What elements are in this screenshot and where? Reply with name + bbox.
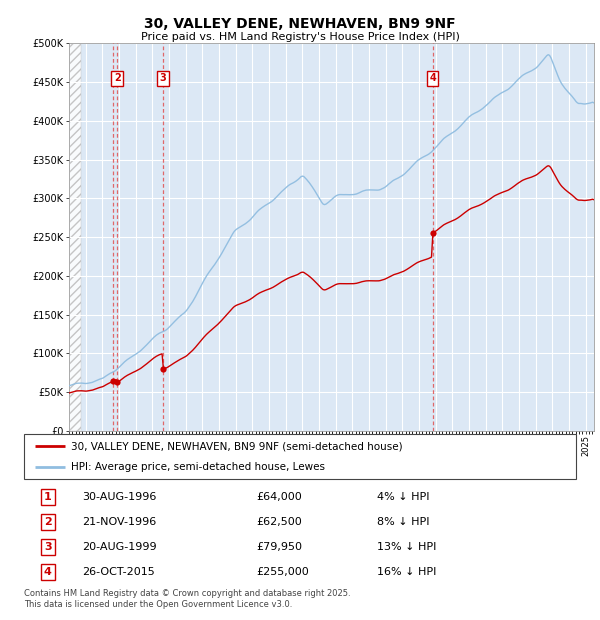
Text: £255,000: £255,000	[256, 567, 308, 577]
Text: 2: 2	[114, 73, 121, 83]
Text: 30, VALLEY DENE, NEWHAVEN, BN9 9NF (semi-detached house): 30, VALLEY DENE, NEWHAVEN, BN9 9NF (semi…	[71, 441, 403, 451]
Text: 30-AUG-1996: 30-AUG-1996	[82, 492, 157, 502]
Polygon shape	[69, 43, 80, 431]
Text: HPI: Average price, semi-detached house, Lewes: HPI: Average price, semi-detached house,…	[71, 461, 325, 472]
Text: £79,950: £79,950	[256, 542, 302, 552]
Text: Price paid vs. HM Land Registry's House Price Index (HPI): Price paid vs. HM Land Registry's House …	[140, 32, 460, 42]
Text: 20-AUG-1999: 20-AUG-1999	[82, 542, 157, 552]
Text: 3: 3	[160, 73, 166, 83]
Text: 4: 4	[44, 567, 52, 577]
Text: 8% ↓ HPI: 8% ↓ HPI	[377, 517, 430, 527]
Text: 21-NOV-1996: 21-NOV-1996	[82, 517, 156, 527]
Text: Contains HM Land Registry data © Crown copyright and database right 2025.: Contains HM Land Registry data © Crown c…	[24, 589, 350, 598]
Text: 3: 3	[44, 542, 52, 552]
Text: 13% ↓ HPI: 13% ↓ HPI	[377, 542, 437, 552]
Text: £62,500: £62,500	[256, 517, 302, 527]
Text: 1: 1	[44, 492, 52, 502]
Text: 4% ↓ HPI: 4% ↓ HPI	[377, 492, 430, 502]
Text: This data is licensed under the Open Government Licence v3.0.: This data is licensed under the Open Gov…	[24, 600, 292, 609]
Text: 2: 2	[44, 517, 52, 527]
Text: 30, VALLEY DENE, NEWHAVEN, BN9 9NF: 30, VALLEY DENE, NEWHAVEN, BN9 9NF	[144, 17, 456, 32]
Text: 4: 4	[429, 73, 436, 83]
Text: 26-OCT-2015: 26-OCT-2015	[82, 567, 155, 577]
Text: 16% ↓ HPI: 16% ↓ HPI	[377, 567, 437, 577]
Text: £64,000: £64,000	[256, 492, 302, 502]
